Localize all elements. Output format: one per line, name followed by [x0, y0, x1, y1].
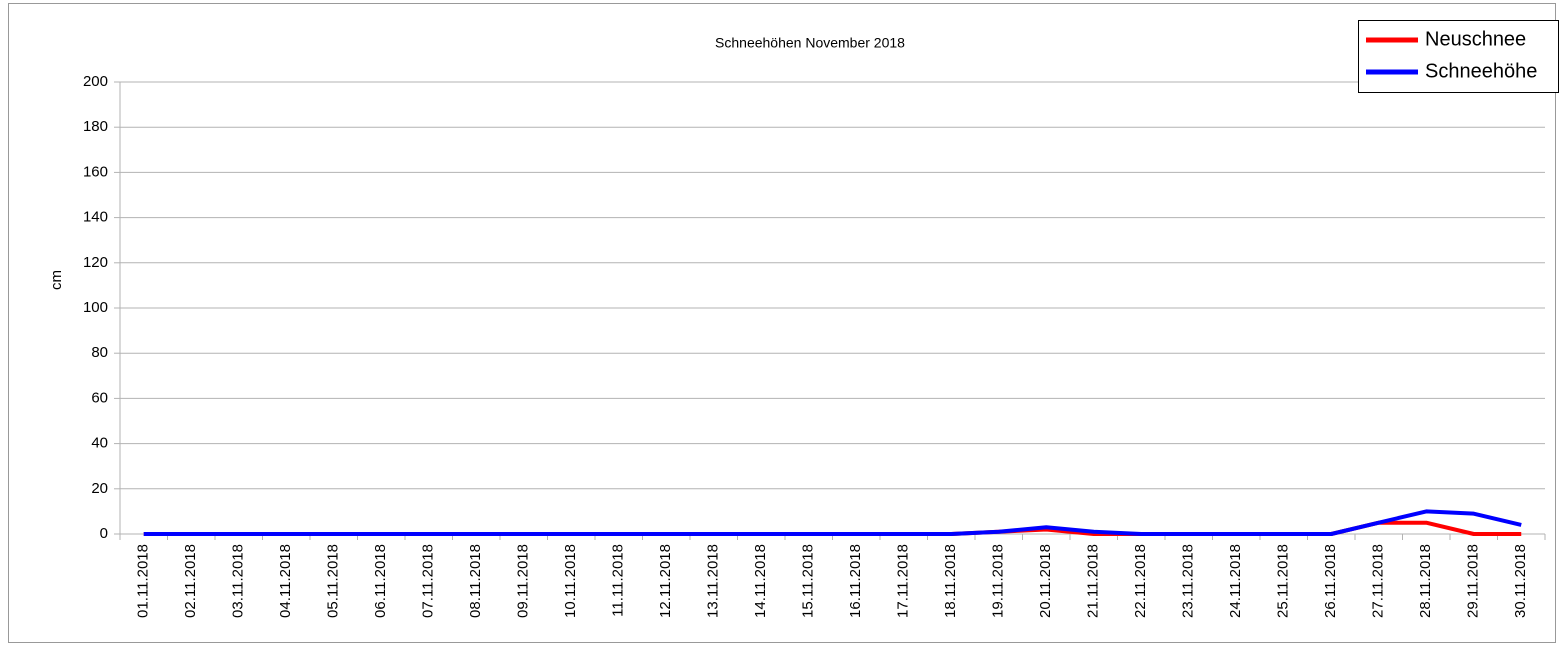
legend-label: Neuschnee: [1425, 28, 1526, 50]
y-tick-label: 20: [91, 480, 108, 497]
x-tick-label: 11.11.2018: [610, 544, 627, 617]
x-tick-label: 18.11.2018: [942, 544, 959, 618]
x-tick-label: 27.11.2018: [1370, 544, 1387, 618]
x-tick-label: 02.11.2018: [182, 544, 199, 618]
y-tick-label: 100: [83, 299, 108, 316]
y-tick-label: 180: [83, 118, 108, 135]
x-tick-label: 07.11.2018: [420, 544, 437, 618]
x-tick-label: 22.11.2018: [1132, 544, 1149, 618]
y-tick-label: 0: [100, 525, 108, 542]
x-tick-label: 21.11.2018: [1085, 544, 1102, 618]
x-tick-label: 20.11.2018: [1037, 544, 1054, 618]
x-tick-label: 12.11.2018: [657, 544, 674, 618]
legend-box: [1358, 20, 1559, 93]
x-tick-label: 30.11.2018: [1512, 544, 1529, 618]
x-tick-label: 05.11.2018: [325, 544, 342, 618]
x-tick-label: 19.11.2018: [990, 544, 1007, 618]
x-tick-label: 17.11.2018: [895, 544, 912, 618]
legend-label: Schneehöhe: [1425, 60, 1537, 82]
y-tick-label: 60: [91, 389, 108, 406]
x-tick-label: 15.11.2018: [800, 544, 817, 618]
y-tick-label: 120: [83, 254, 108, 271]
x-tick-label: 14.11.2018: [752, 544, 769, 618]
x-tick-label: 06.11.2018: [372, 544, 389, 618]
x-tick-label: 08.11.2018: [467, 544, 484, 618]
x-tick-label: 04.11.2018: [277, 544, 294, 618]
y-tick-label: 140: [83, 209, 108, 226]
x-tick-label: 28.11.2018: [1417, 544, 1434, 618]
x-tick-label: 24.11.2018: [1227, 544, 1244, 618]
x-tick-label: 10.11.2018: [562, 544, 579, 618]
y-tick-label: 160: [83, 163, 108, 180]
y-tick-label: 40: [91, 435, 108, 452]
line-series: [143, 509, 1522, 536]
x-tick-label: 26.11.2018: [1322, 544, 1339, 618]
y-axis-label: cm: [48, 270, 65, 290]
x-tick-label: 09.11.2018: [515, 544, 532, 618]
y-tick-label: 200: [83, 73, 108, 90]
x-tick-label: 29.11.2018: [1465, 544, 1482, 618]
x-tick-label: 03.11.2018: [230, 544, 247, 618]
x-tick-label: 16.11.2018: [847, 544, 864, 618]
x-tick-label: 13.11.2018: [705, 544, 722, 618]
x-tick-label: 01.11.2018: [135, 544, 152, 618]
chart-title: Schneehöhen November 2018: [715, 35, 905, 51]
x-tick-label: 25.11.2018: [1275, 544, 1292, 618]
x-tick-label: 23.11.2018: [1180, 544, 1197, 618]
y-tick-label: 80: [91, 344, 108, 361]
